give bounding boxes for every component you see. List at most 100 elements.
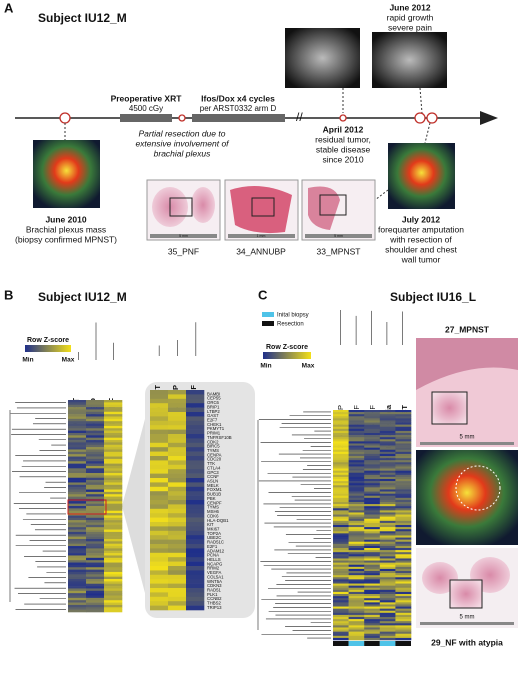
heatmap-cell bbox=[364, 439, 381, 442]
heatmap-cell bbox=[348, 445, 365, 448]
heatmap-cell bbox=[68, 586, 87, 589]
heatmap-cell bbox=[379, 621, 396, 624]
heatmap-cell bbox=[104, 465, 123, 469]
legend-swatch bbox=[262, 321, 274, 326]
heatmap-cell bbox=[333, 583, 349, 586]
gene-label: CHEK1 bbox=[207, 422, 222, 427]
heatmap-cell bbox=[364, 585, 381, 589]
gene-label: E2F1 bbox=[207, 544, 218, 549]
heatmap-cell bbox=[364, 510, 381, 513]
heatmap-cell bbox=[86, 477, 105, 481]
heatmap-cell bbox=[364, 594, 381, 597]
heatmap-cell bbox=[348, 614, 365, 618]
heatmap-cell bbox=[395, 604, 412, 607]
heatmap-cell bbox=[68, 423, 87, 427]
heatmap-cell bbox=[68, 444, 87, 448]
heatmap-cell bbox=[150, 526, 169, 532]
heatmap-cell bbox=[86, 597, 105, 601]
heatmap-cell bbox=[364, 560, 381, 563]
heatmap-cell bbox=[86, 414, 105, 417]
heatmap-cell bbox=[68, 425, 87, 429]
heatmap-cell bbox=[395, 522, 412, 526]
heatmap-cell bbox=[348, 568, 365, 572]
heatmap-cell bbox=[186, 592, 205, 598]
heatmap-cell bbox=[364, 410, 381, 413]
heatmap-cell bbox=[395, 464, 412, 467]
heatmap-cell bbox=[86, 458, 105, 462]
treatment-title: Ifos/Dox x4 cycles bbox=[201, 93, 275, 103]
heatmap-cell bbox=[104, 437, 123, 441]
heatmap-cell bbox=[348, 472, 365, 476]
heatmap-cell bbox=[348, 476, 365, 480]
histology-images bbox=[146, 179, 376, 241]
heatmap-cell bbox=[168, 425, 187, 430]
heatmap-cell bbox=[348, 531, 365, 534]
heatmap-cell bbox=[379, 441, 396, 444]
heatmap-cell bbox=[333, 504, 349, 507]
gene-label: PRIM1 bbox=[207, 431, 221, 436]
heatmap-cell bbox=[333, 541, 349, 545]
heatmap-cell bbox=[395, 487, 412, 490]
heatmap-cell bbox=[333, 548, 349, 551]
heatmap-cell bbox=[333, 539, 349, 543]
heatmap-cell bbox=[186, 557, 205, 562]
heatmap-cell bbox=[168, 416, 187, 422]
heatmap-cell bbox=[150, 579, 169, 584]
heatmap-cell bbox=[364, 550, 381, 553]
heatmap-cell bbox=[364, 556, 381, 559]
heatmap-cell bbox=[68, 503, 87, 507]
legend-label: Inital biopsy bbox=[277, 313, 309, 319]
heatmap-cell bbox=[68, 529, 87, 533]
heatmap-cell bbox=[379, 424, 396, 428]
heatmap-cell bbox=[168, 495, 187, 501]
heatmap-cell bbox=[333, 416, 349, 419]
heatmap-cell bbox=[364, 416, 381, 419]
heatmap-cell bbox=[395, 610, 412, 614]
heatmap-cell bbox=[168, 526, 187, 532]
event-text: shoulder and chest bbox=[385, 244, 457, 254]
heatmap-cell bbox=[104, 588, 123, 592]
heatmap-cell bbox=[68, 560, 87, 563]
heatmap-cell bbox=[333, 633, 349, 637]
heatmap-cell bbox=[333, 554, 349, 557]
heatmap-cell bbox=[395, 485, 412, 488]
heatmap-cell bbox=[86, 402, 105, 406]
heatmap-cell bbox=[348, 550, 365, 553]
heatmap-cell bbox=[150, 398, 169, 404]
heatmap-cell bbox=[168, 601, 187, 606]
heatmap-cell bbox=[379, 573, 396, 576]
heatmap-cell bbox=[86, 593, 105, 596]
sample-type-strip bbox=[364, 641, 380, 646]
heatmap-cell bbox=[395, 422, 412, 425]
heatmap-cell bbox=[333, 428, 349, 432]
heatmap-cell bbox=[348, 527, 365, 530]
heatmap-cell bbox=[379, 581, 396, 584]
heatmap-cell bbox=[348, 545, 365, 549]
heatmap-cell bbox=[150, 500, 169, 505]
heatmap-cell bbox=[379, 520, 396, 524]
heatmap-cell bbox=[104, 560, 123, 563]
heatmap-cell bbox=[395, 456, 412, 459]
heatmap-cell bbox=[333, 493, 349, 497]
heatmap-cell bbox=[168, 508, 187, 514]
heatmap-cell bbox=[150, 544, 169, 549]
heatmap-cell bbox=[395, 468, 412, 471]
heatmap-cell bbox=[168, 605, 187, 611]
heatmap-cell bbox=[104, 581, 123, 585]
heatmap-cell bbox=[186, 473, 205, 479]
heatmap-cell bbox=[379, 575, 396, 578]
heatmap-cell bbox=[395, 512, 412, 515]
heatmap-cell bbox=[379, 493, 396, 497]
dendrogram-branches bbox=[10, 402, 66, 610]
heatmap-cell bbox=[364, 414, 381, 417]
heatmap-cell bbox=[395, 573, 412, 576]
heatmap-cell bbox=[395, 435, 412, 438]
heatmap-cell bbox=[104, 451, 123, 455]
heatmap-cell bbox=[186, 513, 205, 518]
heatmap-cell bbox=[348, 410, 365, 413]
heatmap-cell bbox=[333, 476, 349, 480]
heatmap-cell bbox=[333, 483, 349, 486]
heatmap-cell bbox=[379, 562, 396, 566]
heatmap-cell bbox=[86, 543, 105, 547]
heatmap-cell bbox=[395, 458, 412, 461]
